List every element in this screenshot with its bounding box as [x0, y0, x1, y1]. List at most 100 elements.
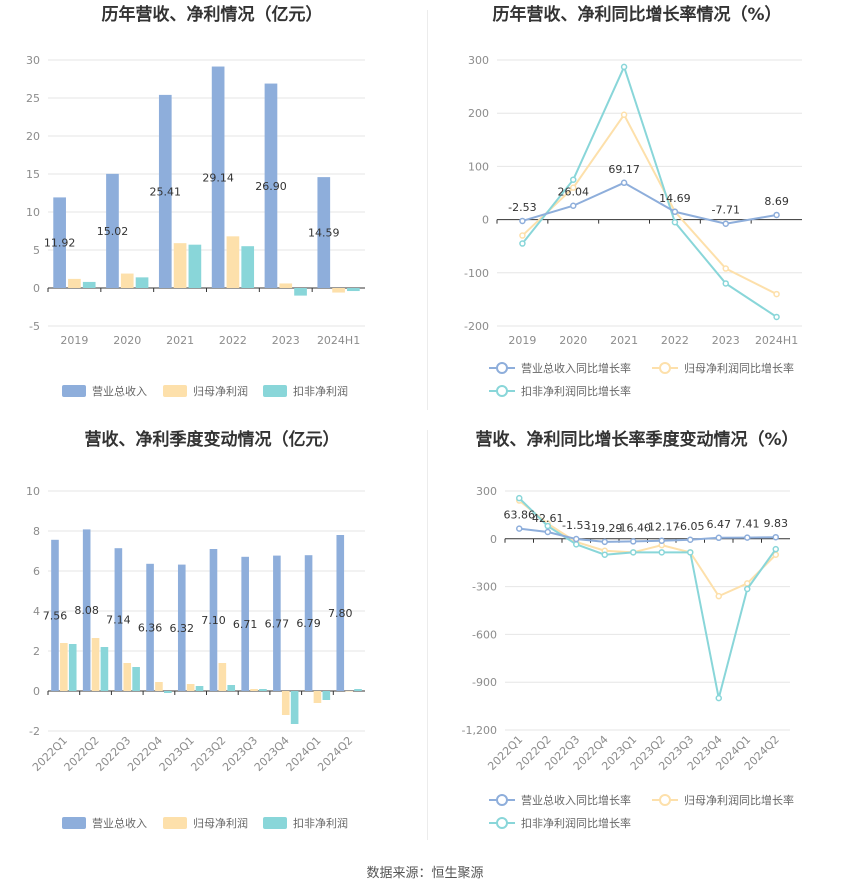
data-label: 7.56	[43, 609, 68, 622]
data-label: -19.29	[587, 522, 622, 535]
data-point	[687, 536, 694, 544]
data-point	[773, 290, 780, 298]
y-tick-label: 8	[33, 525, 40, 538]
data-point	[773, 211, 780, 219]
data-point	[722, 280, 729, 287]
y-tick-label: 4	[33, 605, 40, 618]
data-point	[671, 219, 679, 226]
x-tick-label: 2024Q2	[315, 734, 355, 774]
data-point	[573, 535, 580, 543]
bar	[123, 663, 132, 691]
y-tick-label: 20	[26, 130, 40, 143]
x-tick-label: 2023	[272, 334, 300, 347]
x-tick-label: 2019	[508, 334, 536, 347]
data-label: -16.40	[616, 521, 651, 534]
data-label: 7.14	[106, 614, 131, 627]
bar	[281, 691, 290, 715]
bar	[345, 691, 353, 692]
bar	[106, 173, 119, 288]
data-point	[772, 533, 779, 541]
data-label: -1.53	[562, 519, 590, 532]
bar	[68, 278, 81, 288]
legend-label: 归母净利润	[193, 816, 248, 830]
bar	[91, 638, 100, 691]
data-point	[687, 549, 694, 556]
bar	[264, 83, 278, 288]
data-point	[620, 179, 628, 187]
bar	[227, 685, 236, 691]
data-label: 6.77	[265, 617, 290, 630]
legend-swatch	[62, 385, 86, 397]
legend-label: 营业总收入同比增长率	[521, 361, 631, 375]
bar	[132, 667, 140, 691]
bar	[336, 535, 345, 691]
data-label: 6.36	[138, 621, 163, 634]
bar	[322, 691, 331, 700]
data-label: -12.17	[644, 521, 679, 534]
data-point	[570, 202, 577, 209]
legend-swatch-marker	[659, 794, 671, 806]
bar	[186, 684, 195, 691]
bar	[294, 288, 307, 296]
data-point	[722, 265, 729, 272]
data-label: 26.04	[558, 186, 590, 199]
data-label: 6.71	[233, 618, 258, 631]
bar	[195, 686, 204, 691]
bar	[273, 555, 281, 691]
series-line	[522, 181, 777, 225]
bar	[241, 246, 255, 288]
y-tick-label: 200	[468, 107, 489, 120]
annual-revenue-profit-svg: 历年营收、净利情况（亿元） -5 0 5 10 15 20 25 30 2019 2020 2021 2…	[26, 4, 365, 398]
chart-title: 营收、净利同比增长率季度变动情况（%）	[475, 429, 798, 450]
legend-label: 扣非净利润	[293, 384, 348, 398]
data-point	[715, 592, 722, 600]
annual-growth-rate-chart: 历年营收、净利同比增长率情况（%） -200 -100 0 100 200 300 2019 2…	[425, 0, 850, 410]
legend-swatch-marker	[496, 385, 508, 397]
data-label: -6.05	[676, 520, 704, 533]
data-point	[715, 534, 722, 542]
y-tick-label: 10	[26, 485, 40, 498]
bar	[313, 691, 322, 703]
data-point	[519, 240, 526, 247]
data-point	[570, 184, 577, 191]
chart-title: 历年营收、净利同比增长率情况（%）	[492, 4, 781, 25]
legend-label: 归母净利润同比增长率	[684, 361, 794, 375]
x-tick-label: 2021	[166, 334, 194, 347]
data-point	[722, 220, 729, 227]
data-point	[544, 528, 551, 536]
x-tick-label: 2019	[60, 334, 88, 347]
data-point	[601, 551, 608, 558]
data-label: 6.79	[296, 617, 321, 630]
y-tick-label: 100	[468, 160, 489, 173]
y-tick-label: 30	[26, 54, 40, 67]
bar	[114, 548, 123, 691]
bar	[290, 691, 299, 724]
y-tick-label: -2	[29, 725, 40, 738]
data-label: 69.17	[608, 163, 640, 176]
data-point	[744, 585, 751, 593]
x-tick-label: 2021	[610, 334, 638, 347]
bar	[177, 564, 186, 691]
y-tick-label: 0	[33, 282, 40, 295]
bar	[146, 563, 154, 691]
data-point	[516, 494, 523, 502]
quarterly-revenue-profit-chart: 营收、净利季度变动情况（亿元） -2 0 2 4 6 8 10 2022Q1 2022Q2 2022…	[0, 425, 425, 845]
data-point	[519, 232, 526, 239]
bar	[60, 643, 68, 691]
data-label: 15.02	[97, 225, 129, 238]
bar	[82, 281, 96, 288]
quarterly-growth-rate-chart: 营收、净利同比增长率季度变动情况（%） -1,200 -900 -600 -300 0 30…	[425, 425, 850, 845]
bar	[259, 689, 267, 691]
data-point	[773, 313, 780, 321]
y-tick-label: 0	[490, 533, 497, 546]
vertical-divider-bottom	[427, 430, 428, 840]
data-source-note: 数据来源：恒生聚源	[366, 866, 484, 881]
y-tick-label: -900	[472, 676, 497, 689]
data-label: 42.61	[532, 512, 564, 525]
bar	[82, 529, 91, 691]
bar	[155, 682, 163, 691]
data-label: 9.83	[764, 517, 789, 530]
legend-label: 归母净利润同比增长率	[684, 793, 794, 807]
legend-swatch	[263, 385, 287, 397]
data-point	[544, 522, 551, 530]
